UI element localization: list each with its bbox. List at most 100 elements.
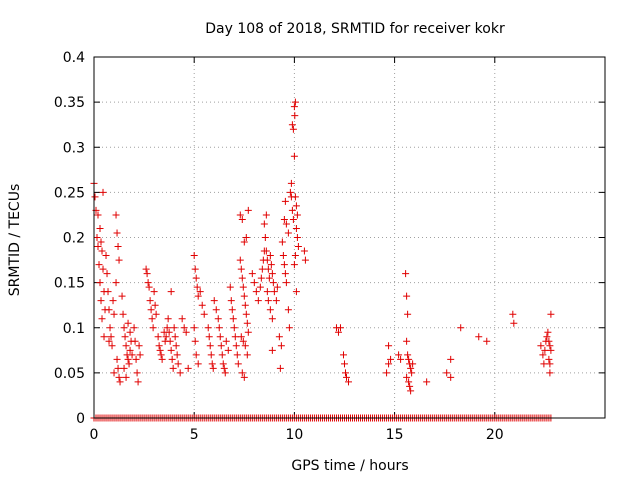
data-point <box>403 292 411 300</box>
data-point <box>293 234 301 241</box>
data-point <box>227 297 235 305</box>
data-point <box>403 337 411 345</box>
data-point <box>114 364 122 372</box>
data-point <box>301 256 309 264</box>
data-point <box>341 369 349 377</box>
data-point <box>124 355 132 363</box>
data-point <box>206 342 214 350</box>
data-point <box>282 220 290 228</box>
data-point <box>167 346 175 354</box>
data-point <box>118 292 126 300</box>
x-axis: 0 5 10 15 20 <box>90 57 504 443</box>
y-tick-label: 0.25 <box>54 185 85 201</box>
data-point <box>537 342 545 350</box>
data-point <box>269 279 277 287</box>
data-point <box>261 234 269 241</box>
data-point <box>91 193 99 201</box>
data-point <box>192 274 200 282</box>
data-point <box>276 364 284 372</box>
data-point <box>144 279 152 287</box>
data-point <box>291 193 299 201</box>
data-point <box>221 369 229 377</box>
data-point <box>284 306 292 314</box>
x-tick-label: 0 <box>90 427 99 443</box>
data-point <box>272 297 280 305</box>
data-point <box>113 355 121 363</box>
data-point <box>242 234 250 241</box>
data-point <box>98 315 106 323</box>
data-point <box>300 247 308 255</box>
data-point <box>263 288 271 296</box>
data-point <box>281 197 289 205</box>
data-point <box>115 256 123 264</box>
data-point <box>268 270 276 278</box>
data-point <box>126 346 134 354</box>
data-point <box>148 315 156 323</box>
data-point <box>196 288 204 296</box>
data-point <box>110 369 118 377</box>
data-point <box>208 360 216 368</box>
data-point <box>182 328 190 336</box>
data-point <box>99 188 107 196</box>
data-point <box>100 333 108 341</box>
data-point <box>334 328 342 336</box>
data-point <box>236 211 244 219</box>
data-point <box>167 288 175 296</box>
data-point <box>404 310 412 318</box>
data-point <box>275 333 283 341</box>
data-point <box>126 328 134 336</box>
data-point <box>210 297 218 305</box>
data-point <box>243 351 251 359</box>
data-point <box>258 265 266 273</box>
data-point <box>219 360 227 368</box>
data-point <box>291 112 299 120</box>
data-point <box>192 351 200 359</box>
data-point <box>114 243 122 251</box>
data-point <box>174 360 182 368</box>
data-point <box>280 215 288 223</box>
data-point <box>383 369 391 377</box>
data-point <box>344 378 352 386</box>
data-point <box>122 342 130 350</box>
data-point <box>546 342 554 350</box>
data-point <box>94 243 102 251</box>
data-point <box>191 337 199 345</box>
data-point <box>262 247 270 255</box>
data-point <box>395 351 403 359</box>
data-point <box>158 355 166 363</box>
data-point <box>165 328 173 336</box>
data-point <box>443 369 451 377</box>
data-point <box>224 346 232 354</box>
data-point <box>121 333 129 341</box>
data-point <box>423 378 431 386</box>
data-point <box>152 310 160 318</box>
data-point <box>176 369 184 377</box>
data-point <box>166 337 174 345</box>
data-point <box>94 211 102 219</box>
data-point <box>291 98 299 106</box>
data-point <box>244 206 252 214</box>
data-point <box>457 324 465 332</box>
data-point <box>172 342 180 350</box>
data-point <box>105 306 113 314</box>
data-point <box>238 369 246 377</box>
data-point <box>110 310 118 318</box>
data-point <box>130 324 138 332</box>
data-point <box>266 252 274 260</box>
data-point <box>112 279 120 287</box>
x-tick-label: 20 <box>486 427 504 443</box>
data-point <box>134 378 142 386</box>
data-point <box>191 265 199 273</box>
data-point <box>244 328 252 336</box>
y-tick-label: 0.05 <box>54 366 85 382</box>
chart-title: Day 108 of 2018, SRMTID for receiver kok… <box>205 21 505 37</box>
data-point <box>209 364 217 372</box>
plot-frame <box>93 56 606 419</box>
y-tick-label: 0.3 <box>63 140 85 156</box>
data-point <box>184 364 192 372</box>
data-point <box>95 261 103 269</box>
data-point <box>407 364 415 372</box>
data-point <box>510 319 518 327</box>
grid <box>94 57 605 418</box>
data-point <box>270 288 278 296</box>
